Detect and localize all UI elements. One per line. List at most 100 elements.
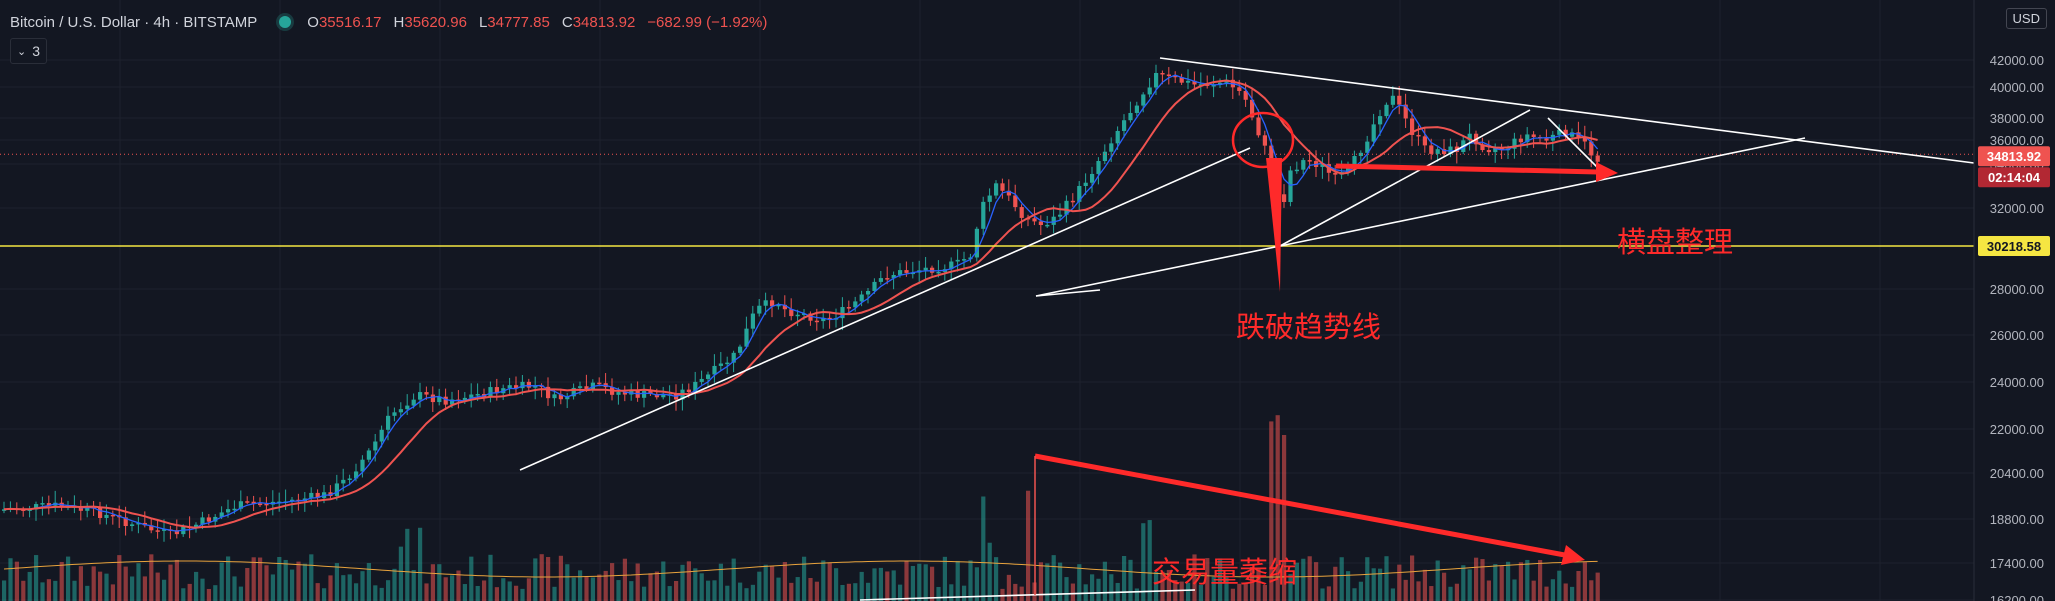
candle-body xyxy=(1333,172,1338,175)
trend-line[interactable] xyxy=(859,589,1196,601)
volume-bar xyxy=(853,583,858,601)
candle-body xyxy=(757,305,762,314)
trend-line[interactable] xyxy=(1279,137,1806,247)
support-price-badge: 30218.58 xyxy=(1987,239,2041,254)
range-arrow[interactable] xyxy=(1335,163,1599,175)
volume-bar xyxy=(475,585,480,601)
volume-bar xyxy=(834,568,839,601)
volume-bar xyxy=(821,560,826,601)
candle-body xyxy=(712,365,717,375)
trend-line[interactable] xyxy=(1279,109,1531,247)
breakdown-arrow[interactable] xyxy=(1266,158,1282,292)
trend-line[interactable] xyxy=(1547,117,1601,171)
change-value: −682.99 (−1.92%) xyxy=(647,13,768,31)
volume-bar xyxy=(200,578,205,601)
volume-bar xyxy=(1294,562,1299,601)
candle-body xyxy=(878,278,883,282)
candle-body xyxy=(85,507,90,511)
volume-bar xyxy=(392,568,397,601)
candle-body xyxy=(232,508,237,511)
high-label: H xyxy=(393,13,405,31)
volume-bar xyxy=(642,586,647,601)
volume-bar xyxy=(1582,562,1587,601)
candle-body xyxy=(347,478,352,481)
candle-body xyxy=(789,309,794,317)
trend-line[interactable] xyxy=(519,147,1251,471)
candle-body xyxy=(1416,134,1421,137)
volume-bar xyxy=(571,577,576,601)
volume-bar xyxy=(1307,556,1312,601)
candle-body xyxy=(1480,144,1485,151)
candle-body xyxy=(1250,99,1255,118)
volume-bar xyxy=(1480,559,1485,601)
symbol-legend[interactable]: Bitcoin / U.S. Dollar · 4h · BITSTAMP O3… xyxy=(10,10,767,34)
volume-bar xyxy=(1224,577,1229,601)
candle-body xyxy=(571,387,576,397)
volume-bar xyxy=(1237,583,1242,601)
trend-line[interactable] xyxy=(1159,57,1975,164)
volume-bar xyxy=(770,565,775,601)
volume-bar xyxy=(40,582,45,601)
trend-line[interactable] xyxy=(1035,289,1101,297)
volume-bar xyxy=(315,583,320,601)
candle-body xyxy=(776,304,781,307)
volume-bar xyxy=(347,574,352,601)
volume-bar xyxy=(494,587,499,601)
trend-line[interactable] xyxy=(1035,245,1281,297)
candle-body xyxy=(411,399,416,406)
candle-body xyxy=(1525,134,1530,143)
candle-body xyxy=(859,294,864,302)
volume-bar xyxy=(174,559,179,601)
candle-body xyxy=(1077,186,1082,202)
candle-body xyxy=(1518,138,1523,143)
volume-bar xyxy=(373,585,378,601)
volume-bar xyxy=(1288,574,1293,601)
price-axis-tick: 42000.00 xyxy=(1990,53,2044,68)
candle-body xyxy=(258,503,263,506)
candle-body xyxy=(1595,155,1600,162)
volume-bar xyxy=(1390,588,1395,601)
volume-bar xyxy=(1179,581,1184,601)
volume-bar xyxy=(1339,557,1344,601)
volume-bar xyxy=(1563,583,1568,601)
volume-bar xyxy=(418,527,423,601)
support-price-badge-bg xyxy=(1978,236,2050,256)
volume-bar xyxy=(264,565,269,601)
volume-bar xyxy=(1147,520,1152,601)
volume-bar xyxy=(130,576,135,601)
candle-body xyxy=(251,501,256,504)
candle-body xyxy=(424,392,429,395)
volume-bar xyxy=(949,584,954,601)
volume-bar xyxy=(424,583,429,601)
volume-bar xyxy=(258,557,263,601)
candle-body xyxy=(1544,138,1549,141)
volume-arrow[interactable] xyxy=(1034,453,1571,559)
volume-bar xyxy=(1570,586,1575,601)
candle-body xyxy=(584,386,589,390)
volume-bar xyxy=(514,585,519,601)
volume-bar xyxy=(1160,571,1165,601)
volume-bar xyxy=(341,575,346,601)
volume-bar xyxy=(1122,555,1127,601)
candle-body xyxy=(174,530,179,535)
volume-arrowhead xyxy=(1561,545,1585,565)
volume-bar xyxy=(1467,569,1472,601)
candle-body xyxy=(1237,87,1242,91)
volume-bar xyxy=(546,557,551,601)
currency-button[interactable]: USD xyxy=(2005,8,2047,29)
volume-bar xyxy=(1410,555,1415,601)
indicator-toggle[interactable]: ⌄ 3 xyxy=(10,38,48,64)
price-axis-tick: 32000.00 xyxy=(1990,201,2044,216)
candle-body xyxy=(1429,145,1434,154)
countdown-badge-bg xyxy=(1978,167,2050,188)
volume-bar xyxy=(776,577,781,601)
volume-bar xyxy=(1230,588,1235,601)
breakdown-circle[interactable] xyxy=(1231,111,1295,169)
volume-bar xyxy=(1525,559,1530,601)
volume-bar xyxy=(1429,586,1434,601)
volume-bar xyxy=(213,585,218,601)
symbol-title[interactable]: Bitcoin / U.S. Dollar · 4h · BITSTAMP xyxy=(10,13,258,31)
candle-body xyxy=(910,272,915,275)
